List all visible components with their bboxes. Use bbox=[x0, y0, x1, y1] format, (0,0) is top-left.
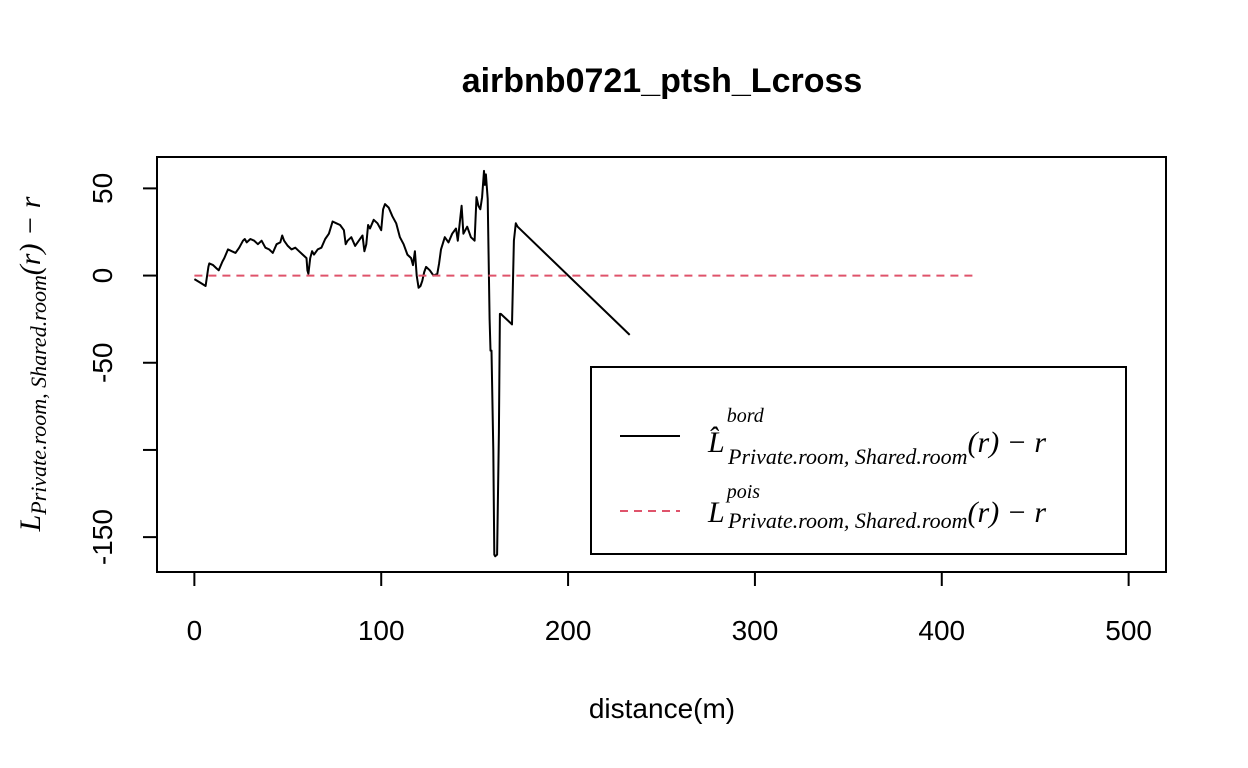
legend-entry-bord: L̂bord Private.room, Shared.room(r) − r bbox=[707, 405, 1046, 469]
y-tick-label: 50 bbox=[87, 173, 118, 204]
x-axis-label: distance(m) bbox=[589, 693, 735, 724]
y-axis-label-subscript: Private.room, Shared.room bbox=[26, 275, 51, 516]
legend: L̂bord Private.room, Shared.room(r) − r L… bbox=[590, 366, 1127, 555]
legend-bord-suffix: (r) − r bbox=[968, 426, 1047, 459]
legend-pois-main: L bbox=[707, 496, 725, 529]
y-axis-label-suffix: (r) − r bbox=[14, 196, 47, 275]
legend-box bbox=[590, 366, 1127, 555]
y-tick-label: 0 bbox=[87, 268, 118, 284]
legend-bord-main: L̂ bbox=[707, 426, 725, 459]
y-axis: -150 -50 0 50 bbox=[87, 173, 158, 565]
x-tick-label: 200 bbox=[545, 615, 592, 646]
x-tick-label: 400 bbox=[918, 615, 965, 646]
legend-pois-superscript: pois bbox=[725, 481, 761, 503]
legend-pois-suffix: (r) − r bbox=[968, 496, 1047, 529]
legend-entry-pois: Lpois Private.room, Shared.room(r) − r bbox=[707, 481, 1046, 533]
svg-text:LPrivate.room, Shared.room(r): LPrivate.room, Shared.room(r) − r bbox=[14, 196, 51, 532]
x-tick-label: 100 bbox=[358, 615, 405, 646]
y-tick-label: -150 bbox=[87, 509, 118, 565]
chart-title: airbnb0721_ptsh_Lcross bbox=[462, 62, 863, 100]
y-axis-label: LPrivate.room, Shared.room(r) − r bbox=[14, 196, 51, 532]
series-line-bord bbox=[193, 169, 631, 558]
x-axis: 0 100 200 300 400 500 bbox=[187, 571, 1152, 646]
y-tick-label: -50 bbox=[87, 343, 118, 383]
legend-bord-superscript: bord bbox=[727, 405, 765, 427]
legend-pois-subscript: Private.room, Shared.room bbox=[727, 508, 968, 533]
series-layer bbox=[193, 169, 974, 558]
x-tick-label: 300 bbox=[732, 615, 779, 646]
legend-bord-subscript: Private.room, Shared.room bbox=[727, 444, 968, 469]
x-tick-label: 0 bbox=[187, 615, 203, 646]
y-axis-label-main: L bbox=[14, 515, 47, 533]
x-tick-label: 500 bbox=[1105, 615, 1152, 646]
